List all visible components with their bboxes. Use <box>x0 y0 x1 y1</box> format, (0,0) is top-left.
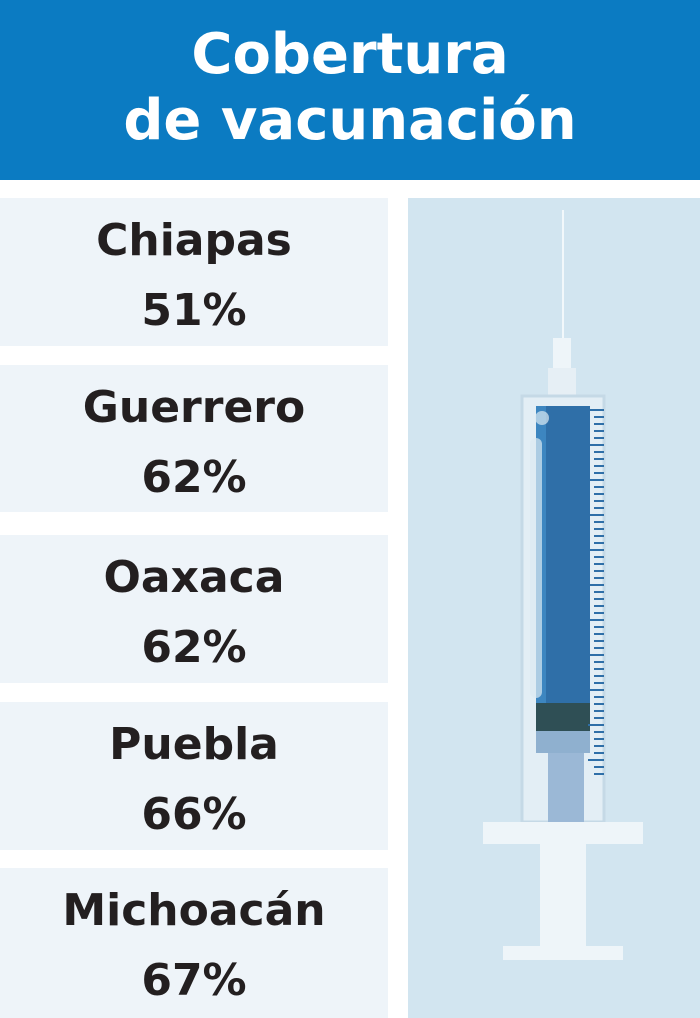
state-card: Michoacán 67% <box>0 868 388 1018</box>
state-card: Guerrero 62% <box>0 365 388 512</box>
state-card: Puebla 66% <box>0 702 388 850</box>
state-name: Chiapas <box>96 215 292 266</box>
coverage-value: 62% <box>141 622 247 673</box>
coverage-value: 67% <box>141 955 247 1006</box>
state-name: Puebla <box>109 719 279 770</box>
state-card: Chiapas 51% <box>0 198 388 346</box>
state-name: Guerrero <box>82 382 306 433</box>
state-name: Michoacán <box>62 885 326 936</box>
coverage-value: 62% <box>141 452 247 503</box>
coverage-value: 66% <box>141 789 247 840</box>
coverage-value: 51% <box>141 285 247 336</box>
header: Cobertura de vacunación <box>0 0 700 180</box>
state-name: Oaxaca <box>103 552 285 603</box>
title-line: Cobertura <box>191 22 509 87</box>
title-line: de vacunación <box>123 88 577 153</box>
state-card: Oaxaca 62% <box>0 535 388 683</box>
syringe-illustration <box>408 198 700 1018</box>
